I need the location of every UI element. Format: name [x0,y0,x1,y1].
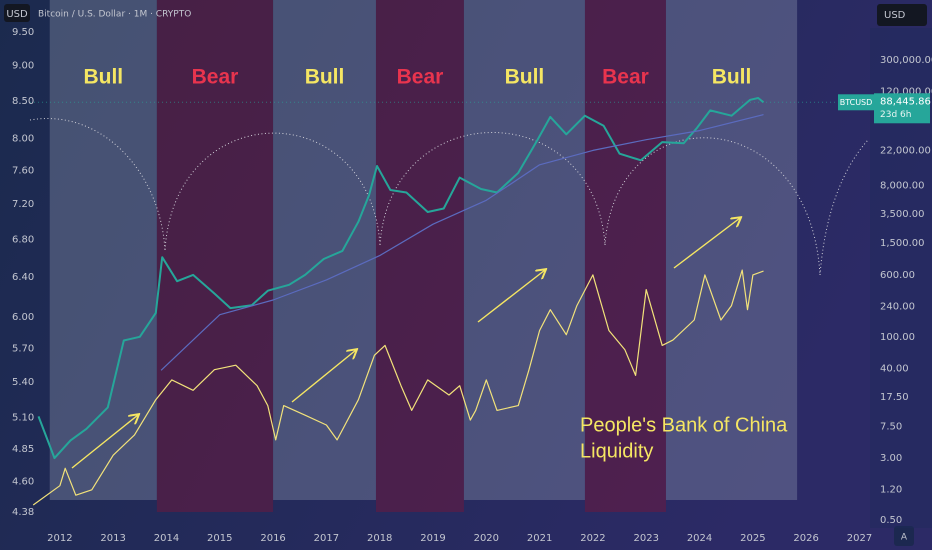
y-tick-label: 4.85 [12,444,34,455]
x-tick-label: 2026 [793,533,818,544]
y2-tick-label: 8,000.00 [880,180,925,191]
x-tick-label: 2019 [420,533,445,544]
y2-unit: USD [884,10,906,21]
region-label: Bear [192,66,239,89]
region-label: Bear [602,66,649,89]
y2-tick-label: 40.00 [880,364,909,375]
price-tag: 88,445.86 [880,96,931,107]
y-tick-label: 6.40 [12,272,34,283]
region-label: Bull [505,66,545,89]
y2-tick-label: 7.50 [880,421,902,432]
auto-scale-label[interactable]: A [901,533,908,543]
y2-tick-label: 240.00 [880,302,915,313]
y2-tick-label: 300,000.00 [880,55,932,66]
x-tick-label: 2022 [580,533,605,544]
y-tick-label: 7.60 [12,165,34,176]
y2-tick-label: 3.00 [880,453,902,464]
y-unit: USD [6,9,28,20]
countdown: 23d 6h [880,110,911,120]
y-tick-label: 4.60 [12,477,34,488]
y-tick-label: 6.80 [12,234,34,245]
y2-tick-label: 22,000.00 [880,145,931,156]
y-tick-label: 6.00 [12,312,34,323]
x-tick-label: 2024 [687,533,712,544]
x-tick-label: 2013 [100,533,125,544]
y2-tick-label: 100.00 [880,332,915,343]
chart: Bull Bear Bull Bear Bull Bear Bull USD Bitcoin… [0,0,932,550]
region-label: Bear [397,66,444,89]
x-tick-label: 2015 [207,533,232,544]
region-label: Bull [305,66,345,89]
y2-tick-label: 0.50 [880,515,902,526]
annotation: People's Bank of China [580,414,788,436]
x-tick-label: 2014 [154,533,179,544]
chart-title: Bitcoin / U.S. Dollar · 1M · CRYPTO [38,10,191,20]
x-tick-label: 2016 [260,533,285,544]
y-tick-label: 9.00 [12,61,34,72]
x-tick-label: 2020 [474,533,499,544]
y-tick-label: 5.10 [12,413,34,424]
y2-tick-label: 1.20 [880,485,902,496]
y2-tick-label: 600.00 [880,270,915,281]
x-tick-label: 2017 [314,533,339,544]
y-tick-label: 5.40 [12,377,34,388]
x-tick-label: 2021 [527,533,552,544]
y2-tick-label: 3,500.00 [880,209,925,220]
y-tick-label: 8.00 [12,134,34,145]
region-label: Bull [83,66,123,89]
x-tick-label: 2027 [847,533,872,544]
y-tick-label: 7.20 [12,199,34,210]
annotation: Liquidity [580,440,653,462]
x-tick-label: 2018 [367,533,392,544]
region-label: Bull [712,66,752,89]
y-tick-label: 9.50 [12,27,34,38]
y-tick-label: 8.50 [12,96,34,107]
y-tick-label: 5.70 [12,344,34,355]
y2-tick-label: 17.50 [880,392,909,403]
x-tick-label: 2025 [740,533,765,544]
series-tag: BTCUSD [840,98,873,107]
y2-tick-label: 1,500.00 [880,238,925,249]
y-tick-label: 4.38 [12,507,34,518]
x-tick-label: 2012 [47,533,72,544]
x-tick-label: 2023 [634,533,659,544]
